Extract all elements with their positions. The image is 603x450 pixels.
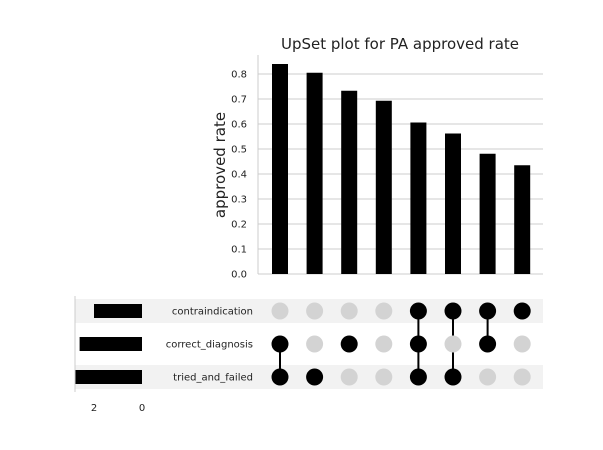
intersection-bar bbox=[479, 153, 496, 274]
set-label: contraindication bbox=[172, 307, 253, 318]
matrix-dot-inactive bbox=[340, 302, 358, 320]
matrix-dot-active bbox=[271, 368, 289, 386]
matrix-dot-active bbox=[479, 335, 497, 353]
intersection-bar bbox=[410, 122, 427, 274]
y-tick-label: 0.6 bbox=[231, 120, 247, 131]
matrix-row-shading bbox=[75, 299, 543, 389]
set-size-bar bbox=[94, 304, 142, 318]
matrix-dot-active bbox=[444, 302, 462, 320]
matrix-dot-inactive bbox=[444, 335, 462, 353]
set-label: tried_and_failed bbox=[173, 373, 253, 384]
set-labels: contraindication correct_diagnosis tried_a… bbox=[166, 307, 253, 384]
y-axis-label: approved rate bbox=[211, 112, 229, 218]
y-tick-label: 0.7 bbox=[231, 95, 247, 106]
y-tick-label: 0.0 bbox=[231, 270, 247, 281]
set-size-bar bbox=[74, 370, 142, 384]
intersection-bars bbox=[272, 64, 531, 274]
matrix-dot-inactive bbox=[375, 335, 393, 353]
matrix-dot-inactive bbox=[479, 368, 497, 386]
set-size-bar bbox=[79, 337, 142, 351]
matrix-dot-active bbox=[513, 302, 531, 320]
matrix-dot-active bbox=[409, 335, 427, 353]
matrix-dot-inactive bbox=[340, 368, 358, 386]
matrix-dot-active bbox=[306, 368, 324, 386]
matrix-dot-active bbox=[444, 368, 462, 386]
matrix-dot-active bbox=[409, 302, 427, 320]
matrix-dots bbox=[271, 302, 531, 386]
matrix-dot-inactive bbox=[375, 368, 393, 386]
set-size-tick-label: 2 bbox=[91, 403, 97, 414]
matrix-dot-active bbox=[340, 335, 358, 353]
set-size-bars bbox=[74, 304, 142, 384]
matrix-dot-inactive bbox=[271, 302, 289, 320]
intersection-bar bbox=[341, 90, 358, 274]
matrix-dot-active bbox=[479, 302, 497, 320]
matrix-dot-active bbox=[271, 335, 289, 353]
matrix-dot-inactive bbox=[306, 302, 324, 320]
matrix-dot-inactive bbox=[306, 335, 324, 353]
matrix-dot-inactive bbox=[513, 335, 531, 353]
y-tick-label: 0.2 bbox=[231, 220, 247, 231]
y-tick-label: 0.3 bbox=[231, 195, 247, 206]
set-label: correct_diagnosis bbox=[166, 340, 253, 351]
matrix-dot-inactive bbox=[375, 302, 393, 320]
y-tick-labels: 0.0 0.1 0.2 0.3 0.4 0.5 0.6 0.7 0.8 bbox=[231, 70, 247, 281]
set-size-tick-label: 0 bbox=[139, 403, 145, 414]
chart-title: UpSet plot for PA approved rate bbox=[281, 35, 519, 53]
y-tick-label: 0.8 bbox=[231, 70, 247, 81]
intersection-bar bbox=[306, 72, 323, 274]
intersection-bar bbox=[445, 133, 461, 274]
intersection-bar bbox=[514, 165, 531, 274]
grid-lines bbox=[257, 55, 543, 275]
y-tick-label: 0.1 bbox=[231, 245, 247, 256]
matrix-dot-inactive bbox=[513, 368, 531, 386]
intersection-bar bbox=[375, 100, 392, 274]
intersection-bar bbox=[272, 64, 288, 274]
y-tick-label: 0.5 bbox=[231, 145, 247, 156]
y-tick-label: 0.4 bbox=[231, 170, 247, 181]
matrix-dot-active bbox=[409, 368, 427, 386]
